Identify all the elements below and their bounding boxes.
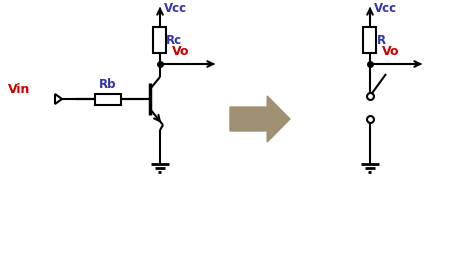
Text: Vo: Vo [382,45,400,58]
Text: Rb: Rb [99,78,117,91]
Bar [364,27,376,53]
Polygon shape [230,96,290,142]
Text: Rc: Rc [166,33,182,47]
Text: Vin: Vin [8,83,30,96]
Text: Vo: Vo [172,45,190,58]
Text: Vcc: Vcc [374,2,397,16]
Bar [154,27,166,53]
Text: R: R [377,33,386,47]
Text: Vcc: Vcc [164,2,187,16]
Bar [95,93,121,104]
